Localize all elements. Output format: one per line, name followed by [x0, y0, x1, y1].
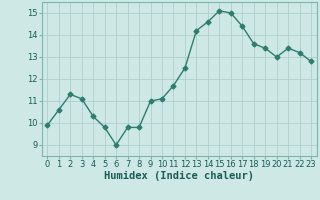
X-axis label: Humidex (Indice chaleur): Humidex (Indice chaleur)	[104, 171, 254, 181]
